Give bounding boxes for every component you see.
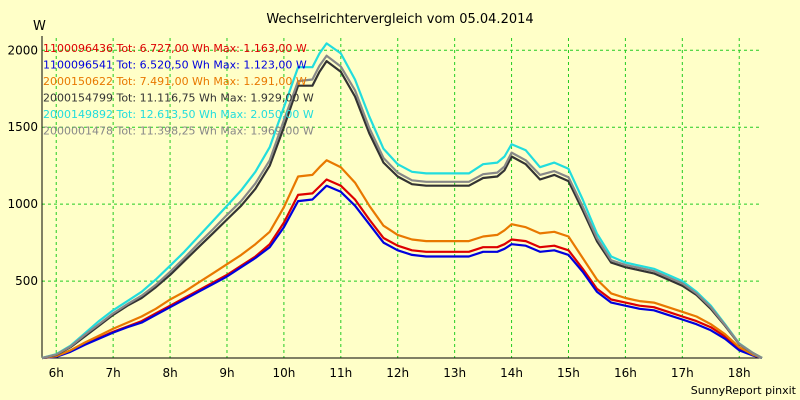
series-line-2000149892 <box>41 42 763 360</box>
series-line-1100096541 <box>41 184 763 360</box>
chart-title: Wechselrichtervergleich vom 05.04.2014 <box>266 12 533 27</box>
series-lines <box>41 42 763 360</box>
footer-credit: SunnyReport pinxit <box>691 384 797 397</box>
legend-entry-1100096541: 1100096541 Tot: 6.520,50 Wh Max: 1.123,0… <box>43 59 307 72</box>
x-tick-label: 8h <box>162 366 177 380</box>
x-tick-label: 7h <box>106 366 121 380</box>
x-tick-label: 10h <box>272 366 295 380</box>
y-tick-label: 2000 <box>7 43 38 57</box>
axes <box>41 36 762 359</box>
x-tick-label: 14h <box>500 366 523 380</box>
series-line-2000150622 <box>41 159 763 360</box>
series-line-2000154799 <box>41 59 763 360</box>
legend-entry-2000154799: 2000154799 Tot: 11.116,75 Wh Max: 1.929,… <box>43 92 314 105</box>
series-line-2000001478 <box>41 54 763 360</box>
legend: 1100096436 Tot: 6.727,00 Wh Max: 1.163,0… <box>43 42 314 138</box>
x-tick-label: 16h <box>614 366 637 380</box>
legend-entry-2000150622: 2000150622 Tot: 7.491,00 Wh Max: 1.291,0… <box>43 75 307 88</box>
y-axis-unit: W <box>33 19 46 34</box>
x-tick-label: 11h <box>329 366 352 380</box>
y-tick-label: 1000 <box>7 197 38 211</box>
y-tick-label: 500 <box>15 274 38 288</box>
x-tick-label: 9h <box>219 366 234 380</box>
legend-entry-2000149892: 2000149892 Tot: 12.613,50 Wh Max: 2.050,… <box>43 108 314 121</box>
x-tick-label: 12h <box>386 366 409 380</box>
x-tick-label: 6h <box>49 366 64 380</box>
legend-entry-1100096436: 1100096436 Tot: 6.727,00 Wh Max: 1.163,0… <box>43 42 307 55</box>
series-line-1100096436 <box>41 178 763 360</box>
x-tick-label: 18h <box>728 366 751 380</box>
x-tick-label: 17h <box>671 366 694 380</box>
x-tick-label: 15h <box>557 366 580 380</box>
tick-labels: 6h 7h 8h 9h 10h 11h 12h 13h 14h 15h 16h 17h 18h 500 10… <box>7 43 750 380</box>
y-tick-label: 1500 <box>7 120 38 134</box>
legend-entry-2000001478: 2000001478 Tot: 11.398,25 Wh Max: 1.969,… <box>43 125 314 138</box>
x-tick-label: 13h <box>443 366 466 380</box>
